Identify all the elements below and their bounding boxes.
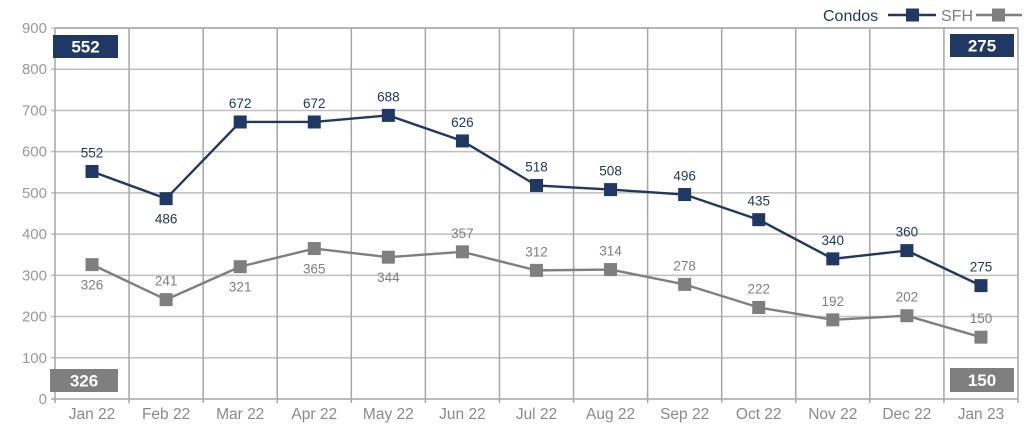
- condos-value-label: 626: [451, 115, 474, 130]
- callout-top-right: [950, 34, 1014, 57]
- callout-top-left-value: 552: [71, 38, 99, 57]
- legend-sfh-label: SFH: [941, 8, 973, 25]
- condos-value-label: 486: [155, 212, 178, 227]
- condos-marker: [752, 213, 766, 227]
- sfh-value-label: 312: [525, 244, 548, 259]
- sfh-marker: [85, 258, 99, 272]
- x-axis-tick-label: Jun 22: [439, 406, 486, 423]
- y-axis-tick-label: 700: [22, 102, 47, 119]
- condos-value-label: 275: [970, 260, 993, 275]
- sfh-value-label: 321: [229, 280, 252, 295]
- sfh-value-label: 314: [599, 244, 622, 259]
- sfh-value-label: 357: [451, 226, 474, 241]
- x-axis-tick-label: May 22: [363, 406, 414, 423]
- x-axis-tick-label: Jan 23: [958, 406, 1005, 423]
- callout-bottom-left-value: 326: [70, 372, 98, 391]
- sfh-marker: [604, 263, 618, 277]
- x-axis-tick-label: Oct 22: [736, 406, 782, 423]
- legend-condos-label: Condos: [823, 8, 878, 25]
- sfh-marker: [826, 313, 840, 327]
- condos-value-label: 672: [303, 96, 326, 111]
- condos-marker: [604, 183, 618, 197]
- x-axis-tick-label: Feb 22: [142, 406, 190, 423]
- x-axis-tick-label: Apr 22: [291, 406, 337, 423]
- condos-line: [91, 114, 982, 287]
- condos-marker: [900, 244, 914, 258]
- sfh-value-label: 150: [970, 311, 993, 326]
- condos-value-label: 496: [673, 169, 696, 184]
- condos-marker: [826, 252, 840, 266]
- callout-bottom-right-value: 150: [968, 371, 996, 390]
- condos-value-label: 688: [377, 89, 400, 104]
- x-axis-tick-label: Sep 22: [660, 406, 709, 423]
- sfh-marker: [307, 242, 321, 256]
- sfh-marker: [233, 260, 247, 274]
- x-axis-tick-label: Mar 22: [216, 406, 264, 423]
- y-axis-tick-label: 800: [22, 61, 47, 78]
- callout-bottom-right: [950, 368, 1014, 392]
- sfh-value-label: 326: [81, 278, 104, 293]
- y-axis-tick-label: 300: [22, 267, 47, 284]
- condos-marker: [85, 164, 99, 178]
- y-axis-tick-label: 100: [22, 350, 47, 367]
- x-axis-tick-label: Jan 22: [69, 406, 116, 423]
- sfh-marker: [381, 250, 395, 264]
- condos-marker: [233, 115, 247, 129]
- sfh-value-label: 241: [155, 274, 178, 289]
- y-axis-tick-label: 600: [22, 144, 47, 161]
- sfh-marker: [974, 330, 988, 344]
- x-axis-tick-label: Nov 22: [808, 406, 857, 423]
- condos-value-label: 672: [229, 96, 252, 111]
- sfh-marker: [159, 293, 173, 307]
- sfh-marker: [455, 245, 469, 259]
- condos-value-label: 518: [525, 159, 548, 174]
- y-axis-tick-label: 200: [22, 309, 47, 326]
- x-axis-tick-label: Aug 22: [586, 406, 635, 423]
- legend-sfh-marker: [992, 8, 1005, 22]
- sfh-value-label: 192: [822, 294, 845, 309]
- sfh-value-label: 365: [303, 262, 326, 277]
- condos-value-label: 508: [599, 164, 622, 179]
- legend-condos-marker: [906, 8, 919, 22]
- condos-value-label: 435: [747, 194, 770, 209]
- y-axis-tick-label: 0: [39, 391, 47, 408]
- callout-top-left: [53, 35, 118, 58]
- sfh-value-label: 278: [673, 258, 696, 273]
- condos-value-label: 340: [822, 233, 845, 248]
- sfh-marker: [900, 309, 914, 323]
- sfh-line: [91, 247, 982, 339]
- sfh-marker: [752, 300, 766, 314]
- x-axis-tick-label: Jul 22: [516, 406, 557, 423]
- condos-marker: [974, 279, 988, 293]
- sfh-value-label: 222: [747, 281, 770, 296]
- y-axis-tick-label: 900: [22, 20, 47, 37]
- callout-bottom-left: [50, 369, 118, 392]
- condos-marker: [381, 108, 395, 122]
- condos-marker: [678, 188, 692, 202]
- sfh-marker: [530, 263, 543, 277]
- y-axis-tick-label: 400: [22, 226, 47, 243]
- condos-marker: [159, 192, 173, 206]
- y-axis-tick-label: 500: [22, 185, 47, 202]
- sfh-value-label: 202: [896, 290, 919, 305]
- condos-marker: [530, 178, 543, 192]
- sfh-value-label: 344: [377, 270, 400, 285]
- condos-marker: [455, 134, 469, 148]
- condos-value-label: 360: [896, 225, 919, 240]
- callout-top-right-value: 275: [968, 37, 996, 56]
- condos-marker: [307, 115, 321, 129]
- x-axis-tick-label: Dec 22: [882, 406, 931, 423]
- sfh-marker: [678, 277, 692, 291]
- condos-value-label: 552: [81, 145, 104, 160]
